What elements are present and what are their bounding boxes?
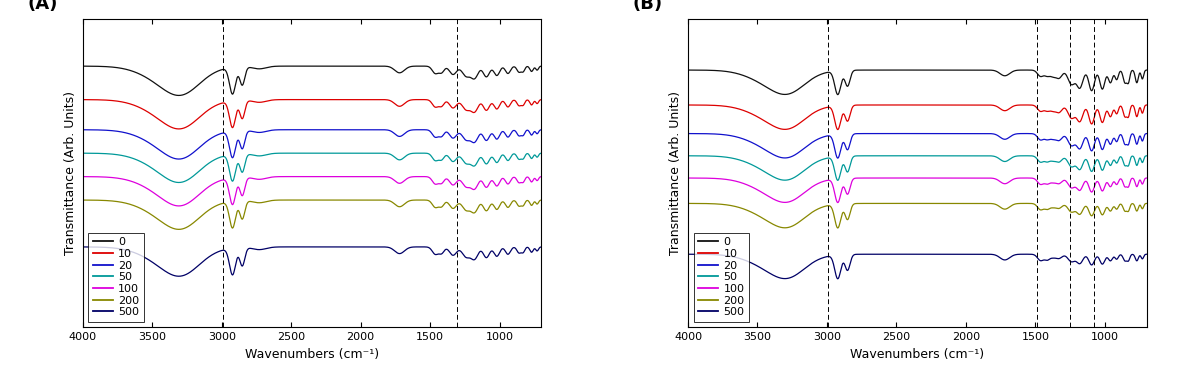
Text: (A): (A) [27,0,58,13]
Y-axis label: Transmittance (Arb. Units): Transmittance (Arb. Units) [669,91,682,255]
Legend: 0, 10, 20, 50, 100, 200, 500: 0, 10, 20, 50, 100, 200, 500 [694,233,749,322]
Text: (B): (B) [634,0,663,13]
Legend: 0, 10, 20, 50, 100, 200, 500: 0, 10, 20, 50, 100, 200, 500 [89,233,144,322]
X-axis label: Wavenumbers (cm⁻¹): Wavenumbers (cm⁻¹) [245,348,379,361]
Y-axis label: Transmittance (Arb. Units): Transmittance (Arb. Units) [64,91,77,255]
X-axis label: Wavenumbers (cm⁻¹): Wavenumbers (cm⁻¹) [850,348,985,361]
